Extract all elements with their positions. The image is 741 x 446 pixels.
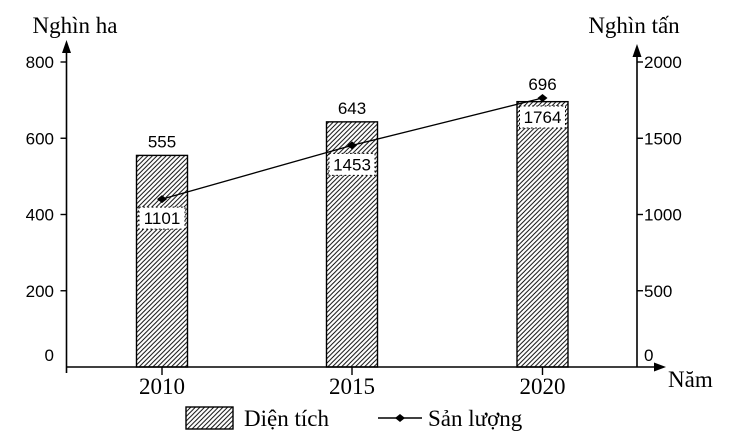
x-axis-year-label: 2020 xyxy=(520,374,566,399)
left-axis-arrow-icon xyxy=(62,40,71,53)
line-marker-2010 xyxy=(157,195,167,204)
left-axis-tick-label: 600 xyxy=(26,129,54,148)
left-axis-tick-label: 800 xyxy=(26,53,54,72)
x-axis-arrow-icon xyxy=(654,362,666,372)
right-axis-tick-label: 1500 xyxy=(644,129,682,148)
right-axis-arrow-icon xyxy=(632,44,642,57)
legend-label-production: Sản lượng xyxy=(428,406,523,431)
right-axis-tick-label: 2000 xyxy=(644,53,682,72)
bar-value-label-2020: 696 xyxy=(528,75,556,94)
bar-value-label-2010: 555 xyxy=(148,132,176,151)
left-axis-tick-label: 400 xyxy=(26,206,54,225)
x-axis-year-label: 2015 xyxy=(329,374,375,399)
left-axis-tick-label: 200 xyxy=(26,282,54,301)
value-box-2020 xyxy=(519,105,566,129)
line-value-label-2010: 1101 xyxy=(144,209,181,228)
right-axis-tick-label: 0 xyxy=(644,346,653,365)
right-axis-tick-label: 1000 xyxy=(644,206,682,225)
legend: Diện tích Sản lượng xyxy=(185,406,523,431)
x-axis-year-label: 2010 xyxy=(139,374,185,399)
bar-2010 xyxy=(135,154,189,368)
legend-diamond-icon xyxy=(395,414,405,422)
value-box-2010 xyxy=(138,206,186,230)
line-marker-2015 xyxy=(347,141,357,150)
line-value-label-2015: 1453 xyxy=(333,155,371,174)
value-box-2015 xyxy=(328,152,376,176)
x-axis-title: Năm xyxy=(668,367,713,392)
left-axis-tick-label: 0 xyxy=(45,346,54,365)
legend-label-area: Diện tích xyxy=(244,406,329,431)
left-axis-title: Nghìn ha xyxy=(33,13,118,38)
right-axis-title: Nghìn tấn xyxy=(588,13,680,38)
right-axis-tick-label: 500 xyxy=(644,282,672,301)
line-value-label-2020: 1764 xyxy=(524,108,562,127)
bar-value-label-2015: 643 xyxy=(338,99,366,118)
line-marker-2020 xyxy=(537,93,548,102)
legend-area-swatch xyxy=(185,406,234,430)
bar-2020 xyxy=(516,100,569,368)
